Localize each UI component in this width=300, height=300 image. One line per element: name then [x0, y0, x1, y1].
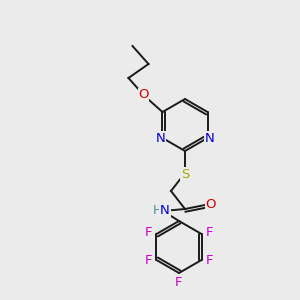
Text: H: H — [152, 203, 162, 217]
Text: N: N — [205, 131, 214, 145]
Text: N: N — [160, 205, 170, 218]
Text: S: S — [181, 167, 189, 181]
Text: F: F — [145, 226, 152, 239]
Text: F: F — [175, 277, 183, 290]
Text: O: O — [138, 88, 149, 101]
Text: F: F — [206, 226, 213, 239]
Text: F: F — [145, 254, 152, 268]
Text: F: F — [206, 254, 213, 268]
Text: N: N — [156, 131, 165, 145]
Text: O: O — [206, 199, 216, 212]
